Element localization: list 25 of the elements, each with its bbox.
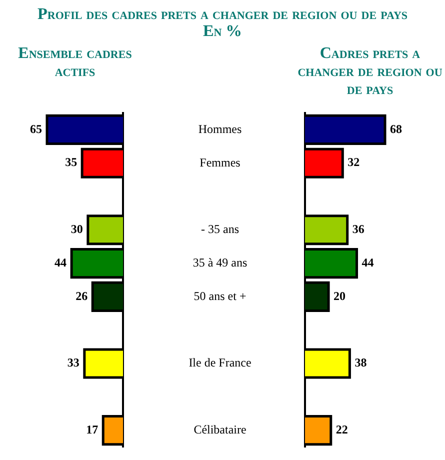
data-label: 17 bbox=[86, 422, 98, 436]
data-label: 20 bbox=[334, 288, 346, 303]
data-label: 35 bbox=[65, 155, 78, 170]
data-label: 44 bbox=[54, 255, 67, 270]
text: Ensemble cadres actifs bbox=[17, 45, 133, 81]
data-label: 30 bbox=[70, 222, 83, 236]
y-tick-label: 50 ans et + bbox=[194, 288, 246, 303]
series-label: Cadres prets a changer de region ou de pays bbox=[296, 45, 444, 99]
y-tick-label: - 35 ans bbox=[201, 222, 240, 236]
y-tick-label: Ile de France bbox=[188, 356, 252, 370]
y-tick-label: Hommes bbox=[198, 122, 242, 136]
text: Profil des cadres prets a changer de region ou de pays bbox=[36, 5, 409, 23]
y-tick-label: Célibataire bbox=[194, 422, 246, 436]
data-label: 36 bbox=[352, 222, 364, 236]
text: En % bbox=[202, 22, 243, 40]
data-label: 44 bbox=[362, 255, 374, 270]
data-label: 65 bbox=[30, 122, 42, 136]
y-tick-label: Femmes bbox=[200, 155, 241, 170]
data-label: 33 bbox=[67, 356, 80, 370]
data-label: 38 bbox=[354, 356, 367, 370]
y-tick-label: 35 à 49 ans bbox=[192, 255, 248, 270]
data-label: 26 bbox=[76, 288, 88, 303]
data-label: 32 bbox=[348, 155, 360, 170]
data-label: 22 bbox=[336, 422, 348, 436]
data-label: 68 bbox=[390, 122, 402, 136]
